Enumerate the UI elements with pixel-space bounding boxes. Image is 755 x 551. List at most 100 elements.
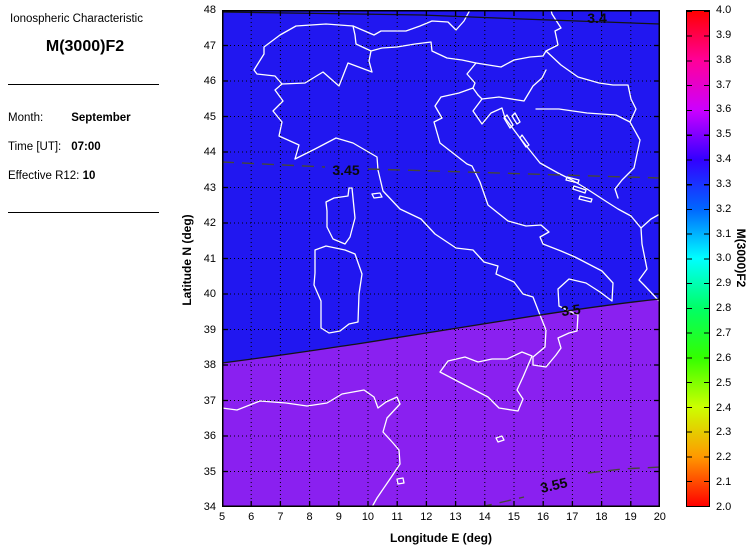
- colorbar-ticks-right: [704, 11, 709, 506]
- x-tick-label: 9: [335, 511, 342, 523]
- colorbar-title: M(3000)F2: [734, 228, 748, 288]
- time-row: Time [UT]: 07:00: [8, 141, 101, 153]
- x-tick-label: 15: [507, 511, 520, 523]
- y-tick-label: 42: [203, 217, 216, 229]
- coastline-djerba: [396, 477, 405, 485]
- coastline-balkan: [472, 94, 660, 303]
- colorbar-tick-label: 3.7: [716, 78, 732, 91]
- r12-value: 10: [82, 170, 96, 182]
- map-plot: 3.4 3.45 3.5 3.55: [222, 10, 660, 507]
- colorbar-gradient: [687, 11, 709, 506]
- y-tick-label: 34: [203, 501, 216, 513]
- y-tick-label: 43: [203, 181, 216, 194]
- divider-bottom: [8, 212, 159, 213]
- r12-label: Effective R12:: [8, 170, 80, 182]
- contour-3p45-right: [367, 168, 660, 179]
- x-tick-label: 19: [624, 511, 637, 523]
- y-tick-label: 35: [203, 465, 216, 478]
- colorbar-tick-label: 2.6: [716, 351, 732, 364]
- colorbar-tick-label: 3.3: [716, 177, 732, 190]
- x-tick-label: 17: [566, 511, 579, 523]
- colorbar: [686, 10, 710, 507]
- coastline-north-africa: [222, 389, 401, 507]
- border-austria-italy-slovenia: [370, 41, 477, 89]
- y-axis-tick-labels: 48 47 46 45 44 43 42 41 40 39 38 37 36 35 34: [188, 2, 216, 515]
- coastline-sicily: [439, 351, 533, 412]
- colorbar-tick-label: 2.3: [716, 426, 732, 439]
- x-tick-label: 18: [595, 511, 608, 523]
- x-tick-label: 11: [391, 511, 403, 523]
- panel-heading: Ionospheric Characteristic: [10, 13, 143, 25]
- x-axis-title: Longitude E (deg): [390, 531, 492, 545]
- colorbar-tick-label: 2.1: [716, 476, 732, 489]
- contour-3p5: [222, 298, 660, 364]
- coastline-adriatic-islands: [503, 112, 593, 203]
- x-axis-tick-labels: 5 6 7 8 9 10 11 12 13 14 15 16 17 18 19 20: [213, 511, 669, 523]
- coastline-malta: [495, 435, 505, 443]
- border-austria-north: [352, 10, 471, 36]
- contour-label-3p4: 3.4: [587, 10, 607, 26]
- time-label: Time [UT]:: [8, 141, 62, 153]
- colorbar-tick-label: 3.6: [716, 103, 732, 116]
- x-tick-label: 8: [306, 511, 313, 523]
- characteristic-title: M(3000)F2: [45, 38, 125, 55]
- y-tick-label: 45: [203, 110, 216, 123]
- colorbar-tick-label: 3.9: [716, 28, 732, 41]
- y-tick-label: 47: [203, 39, 216, 52]
- colorbar-ticks-left: [687, 11, 692, 506]
- colorbar-tick-label: 2.7: [716, 326, 732, 339]
- x-tick-label: 20: [653, 511, 666, 523]
- coastlines-borders: [222, 10, 660, 507]
- band-3p4-3p5: [222, 10, 660, 363]
- colorbar-tick-label: 2.4: [716, 401, 732, 414]
- colorbar-tick-label: 3.8: [716, 53, 732, 66]
- y-tick-label: 37: [203, 394, 216, 407]
- y-tick-label: 40: [203, 288, 216, 300]
- x-tick-label: 13: [449, 511, 462, 523]
- contour-labels: 3.4 3.45 3.5 3.55: [332, 10, 607, 496]
- y-tick-label: 39: [203, 323, 216, 336]
- plot-frame: [222, 10, 660, 507]
- month-row: Month: September: [8, 112, 131, 124]
- y-tick-label: 41: [203, 252, 216, 265]
- contour-3p55-right: [587, 466, 660, 474]
- x-tick-label: 7: [277, 511, 284, 523]
- x-tick-label: 14: [478, 511, 491, 523]
- coastline-elba: [371, 192, 383, 199]
- border-switzerland: [253, 23, 373, 87]
- r12-row: Effective R12: 10: [8, 170, 95, 182]
- contour-label-3p45: 3.45: [332, 162, 359, 178]
- contour-3p55-left: [479, 496, 525, 507]
- x-tick-label: 10: [361, 511, 375, 523]
- colorbar-tick-label: 2.0: [716, 500, 732, 513]
- divider-top: [8, 84, 159, 85]
- colorbar-tick-label: 2.5: [716, 376, 732, 389]
- contour-3p4: [222, 11, 660, 25]
- y-tick-label: 38: [203, 359, 216, 371]
- border-montenegro-albania: [640, 213, 660, 229]
- y-tick-label: 48: [203, 4, 216, 16]
- x-tick-label: 16: [536, 511, 550, 523]
- colorbar-tick-label: 3.4: [716, 153, 732, 166]
- colorbar-tick-label: 4.0: [716, 4, 732, 16]
- contour-label-3p55: 3.55: [539, 474, 569, 496]
- y-tick-label: 36: [203, 430, 216, 442]
- colorbar-tick-label: 2.9: [716, 277, 732, 290]
- colorbar-tick-label: 2.8: [716, 302, 732, 315]
- x-tick-label: 5: [218, 511, 226, 523]
- coastline-sardinia: [313, 245, 363, 334]
- contour-3p45-left: [222, 161, 326, 168]
- coastline-italy-mainland: [294, 87, 614, 368]
- x-tick-label: 12: [420, 511, 433, 523]
- border-slovenia-croatia: [481, 69, 547, 102]
- colorbar-tick-label: 2.2: [716, 451, 732, 464]
- colorbar-tick-label: 3.5: [716, 128, 732, 141]
- contour-lines: [222, 11, 660, 507]
- coastline-corsica: [325, 187, 356, 245]
- colorbar-tick-label: 3.2: [716, 202, 732, 215]
- border-hungary-croatia: [545, 50, 637, 123]
- graticule-grid: [222, 10, 660, 507]
- month-value: September: [71, 112, 131, 124]
- colorbar-tick-label: 3.1: [716, 227, 732, 240]
